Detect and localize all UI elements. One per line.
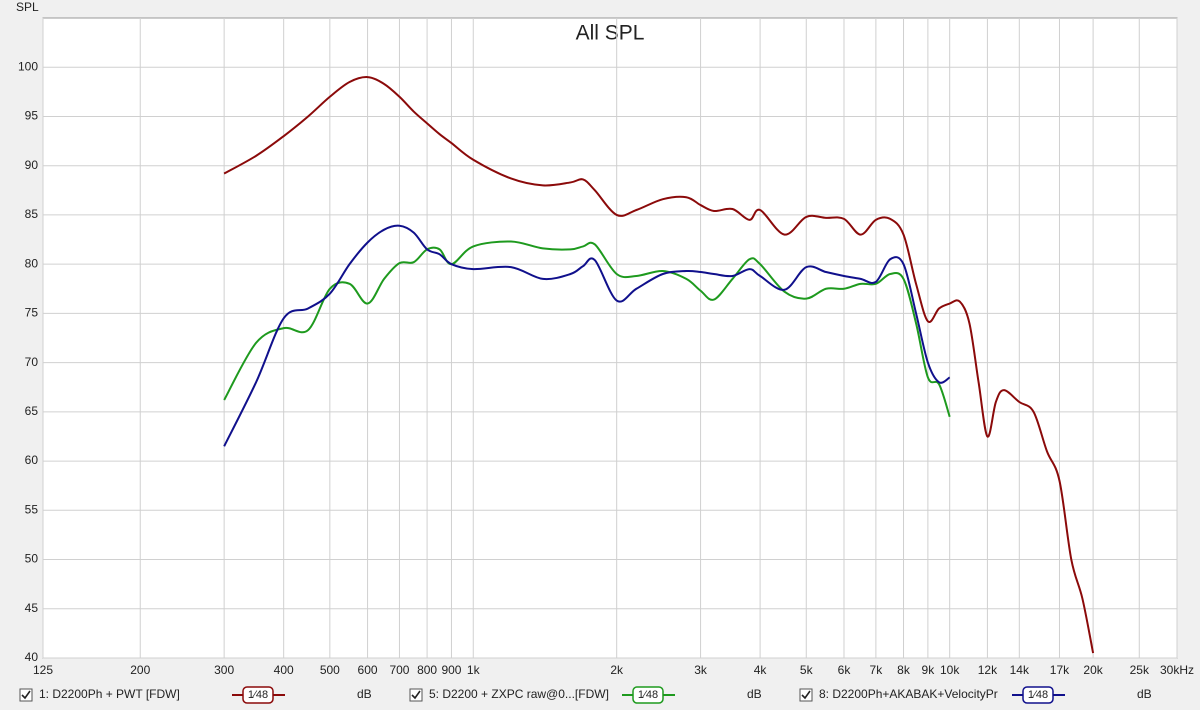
x-tick-label: 600 [358,663,378,677]
smoothing-box[interactable] [242,686,274,704]
grid [42,18,1178,659]
legend-label: 5: D2200 + ZXPC raw@0...[FDW] [429,687,609,701]
smoothing-label: 1⁄48 [638,689,658,701]
x-tick-label: 5k [800,663,814,677]
y-tick-label: 65 [25,404,39,418]
x-tick-label: 200 [130,663,150,677]
x-tick-label: 4k [754,663,768,677]
y-tick-label: 90 [25,158,39,172]
x-tick-label: 125 [33,663,53,677]
x-tick-label: 30kHz [1160,663,1194,677]
x-tick-label: 700 [389,663,409,677]
line-series [223,240,951,418]
x-tick-label: 500 [320,663,340,677]
x-tick-label: 7k [870,663,884,677]
x-tick-label: 400 [274,663,294,677]
legend-unit: dB [747,687,762,701]
legend: 1: D2200Ph + PWT [FDW] 1⁄48 dB 5: D2200 + Z… [19,686,1152,704]
x-tick-label: 25k [1130,663,1150,677]
x-tick-label: 2k [610,663,624,677]
y-tick-label: 55 [25,502,39,516]
legend-checkbox[interactable] [409,688,423,702]
legend-unit: dB [1137,687,1152,701]
legend-label: 8: D2200Ph+AKABAK+VelocityPr [819,687,998,701]
y-tick-label: 85 [25,207,39,221]
x-tick-label: 900 [441,663,461,677]
y-tick-label: 100 [18,59,38,73]
y-tick-label: 40 [25,650,39,664]
smoothing-box[interactable] [632,686,664,704]
y-tick-label: 45 [25,601,39,615]
legend-label: 1: D2200Ph + PWT [FDW] [39,687,180,701]
y-tick-label: 80 [25,256,39,270]
legend-unit: dB [357,687,372,701]
y-axis-label: SPL [16,0,39,14]
legend-check [411,690,421,700]
legend-check [21,690,31,700]
legend-checkbox[interactable] [19,688,33,702]
chart-title: All SPL [576,22,645,45]
smoothing-box[interactable] [1022,686,1054,704]
x-tick-label: 300 [214,663,234,677]
x-tick-label: 14k [1010,663,1030,677]
line-series [223,224,951,447]
y-tick-label: 70 [25,355,39,369]
x-tick-label: 8k [897,663,911,677]
y-tick-label: 60 [25,453,39,467]
x-tick-label: 800 [417,663,437,677]
x-tick-label: 6k [838,663,852,677]
smoothing-label: 1⁄48 [248,689,268,701]
y-tick-label: 50 [25,552,39,566]
x-tick-label: 1k [467,663,481,677]
legend-check [801,690,811,700]
lines [223,76,1095,654]
line-series [223,76,1095,654]
y-tick-label: 75 [25,306,39,320]
smoothing-label: 1⁄48 [1028,689,1048,701]
legend-checkbox[interactable] [799,688,813,702]
y-tick-label: 95 [25,109,39,123]
x-tick-label: 3k [694,663,708,677]
x-tick-label: 9k [922,663,936,677]
x-tick-label: 10k [940,663,960,677]
x-tick-label: 12k [978,663,998,677]
x-tick-label: 17k [1050,663,1070,677]
x-tick-label: 20k [1083,663,1103,677]
plot-area [42,17,1178,659]
